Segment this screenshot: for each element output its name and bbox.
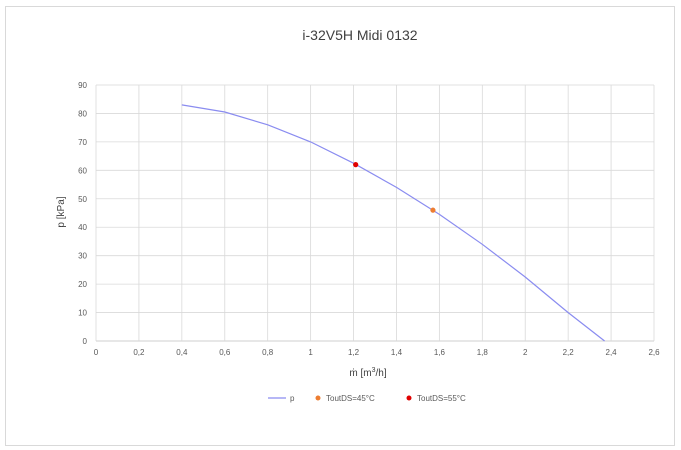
x-tick-label: 0,6 [219, 348, 231, 357]
legend-label-p: p [290, 394, 295, 403]
y-tick-label: 40 [78, 223, 87, 232]
y-tick-label: 80 [78, 109, 87, 118]
x-tick-label: 1,2 [348, 348, 360, 357]
y-tick-label: 0 [83, 337, 88, 346]
data-point [430, 207, 436, 213]
y-tick-label: 20 [78, 280, 87, 289]
x-axis-label-tail: /h] [376, 368, 387, 379]
legend-marker-45 [315, 395, 321, 401]
gridlines [95, 84, 655, 342]
x-tick-label: 0,8 [262, 348, 274, 357]
y-tick-label: 60 [78, 166, 87, 175]
legend-label-45: ToutDS=45°C [326, 394, 375, 403]
x-tick-labels: 0 0,2 0,4 0,6 0,8 1 1,2 1,4 1,6 1,8 2 2,2 2,4 2,6 [94, 348, 660, 357]
data-point [353, 162, 359, 168]
x-tick-label: 0,2 [133, 348, 145, 357]
plot-series [181, 104, 605, 342]
x-tick-label: 1,6 [434, 348, 446, 357]
x-tick-label: 2,6 [648, 348, 660, 357]
chart-title: i-32V5H Midi 0132 [302, 27, 417, 43]
legend-marker-55 [406, 395, 412, 401]
x-tick-label: 0,4 [176, 348, 188, 357]
x-tick-label: 1,4 [391, 348, 403, 357]
x-axis-label: ṁ [m3/h] [349, 367, 386, 379]
y-tick-label: 50 [78, 195, 87, 204]
x-tick-label: 1,8 [477, 348, 489, 357]
y-tick-labels: 0 10 20 30 40 50 60 70 80 90 [78, 81, 87, 346]
x-tick-label: 2 [523, 348, 528, 357]
y-tick-label: 90 [78, 81, 87, 90]
y-tick-label: 70 [78, 138, 87, 147]
legend: p ToutDS=45°C ToutDS=55°C [268, 394, 466, 403]
y-axis-label: p [kPa] [56, 196, 67, 227]
y-tick-label: 10 [78, 309, 87, 318]
x-tick-label: 0 [94, 348, 99, 357]
series-line-p [181, 104, 605, 342]
x-axis-label-main: ṁ [m [349, 368, 371, 379]
y-tick-label: 30 [78, 252, 87, 261]
x-tick-label: 1 [308, 348, 313, 357]
x-tick-label: 2,4 [606, 348, 618, 357]
legend-label-55: ToutDS=55°C [417, 394, 466, 403]
x-axis-label-superscript: 3 [372, 367, 376, 374]
chart-area [5, 6, 675, 446]
x-tick-label: 2,2 [563, 348, 575, 357]
